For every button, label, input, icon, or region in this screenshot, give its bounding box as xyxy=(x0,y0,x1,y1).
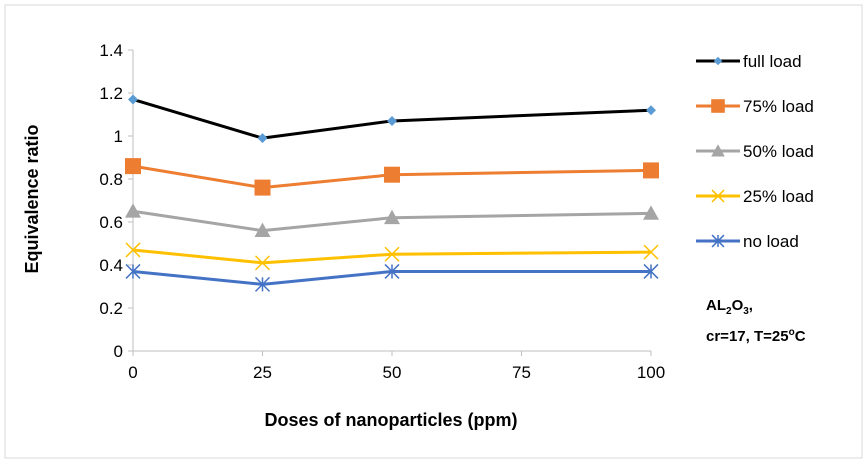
y-tick-label: 1.4 xyxy=(99,41,123,60)
legend-label: no load xyxy=(743,232,799,251)
annotation-line-1: AL2O3, xyxy=(706,297,753,317)
data-point xyxy=(254,222,271,237)
x-tick-label: 100 xyxy=(637,363,665,382)
data-point xyxy=(711,234,725,248)
data-point xyxy=(125,242,141,258)
y-tick-label: 0.4 xyxy=(99,256,123,275)
data-point xyxy=(384,209,400,225)
series-line xyxy=(132,98,652,140)
data-point xyxy=(646,105,656,116)
data-point xyxy=(711,144,725,157)
series-layer xyxy=(125,94,659,292)
legend-entry: 75% load xyxy=(696,97,814,116)
data-point xyxy=(125,203,141,218)
y-tick-label: 0.6 xyxy=(99,213,123,232)
data-point xyxy=(384,263,400,279)
data-point xyxy=(125,158,141,175)
y-tick-label: 0.8 xyxy=(99,170,123,189)
series-25-load xyxy=(125,242,659,271)
data-point xyxy=(387,115,397,126)
data-point xyxy=(254,255,271,271)
legend-label: 50% load xyxy=(743,142,814,161)
data-point xyxy=(257,133,268,144)
axes: 0 0.2 0.4 0.6 0.8 1 1.2 1.4 0 25 50 75 100 xyxy=(99,41,665,382)
series-line xyxy=(132,209,652,233)
data-point xyxy=(384,166,400,183)
series-full-load xyxy=(128,94,656,144)
x-tick-label: 75 xyxy=(512,363,531,382)
data-point xyxy=(254,276,271,292)
series-50-load xyxy=(125,203,659,237)
y-tick-label: 0.2 xyxy=(99,299,123,318)
legend-entry: 50% load xyxy=(696,142,814,161)
series-line xyxy=(132,248,652,265)
x-tick-label: 25 xyxy=(253,363,272,382)
legend-entry: no load xyxy=(696,232,799,251)
data-point xyxy=(254,179,271,196)
y-tick-label: 1 xyxy=(114,127,123,146)
data-point xyxy=(711,99,725,113)
data-point xyxy=(384,246,400,262)
annotation-line-2: cr=17, T=25oC xyxy=(706,327,806,345)
data-point xyxy=(125,263,141,279)
data-point xyxy=(643,244,659,260)
x-axis-title: Doses of nanoparticles (ppm) xyxy=(264,410,517,430)
data-point xyxy=(643,205,659,220)
legend-label: 25% load xyxy=(743,187,814,206)
data-point xyxy=(713,56,723,66)
x-tick-label: 50 xyxy=(383,363,402,382)
data-point xyxy=(128,94,138,105)
legend-entry: 25% load xyxy=(696,187,814,206)
series-line xyxy=(132,164,652,190)
x-tick-label: 0 xyxy=(128,363,137,382)
chart-border xyxy=(4,4,863,459)
y-tick-label: 0 xyxy=(114,342,123,361)
y-axis-title: Equivalence ratio xyxy=(22,124,42,273)
legend-entry: full load xyxy=(696,52,802,71)
series-no-load xyxy=(125,263,659,292)
data-point xyxy=(643,162,659,179)
data-point xyxy=(643,263,659,279)
series-75-load xyxy=(125,158,659,196)
y-tick-label: 1.2 xyxy=(99,84,123,103)
series-line xyxy=(132,269,651,286)
data-point xyxy=(711,189,725,203)
legend-label: 75% load xyxy=(743,97,814,116)
legend-label: full load xyxy=(743,52,802,71)
legend: full load 75% load 50% load 25% load no load xyxy=(696,52,814,251)
